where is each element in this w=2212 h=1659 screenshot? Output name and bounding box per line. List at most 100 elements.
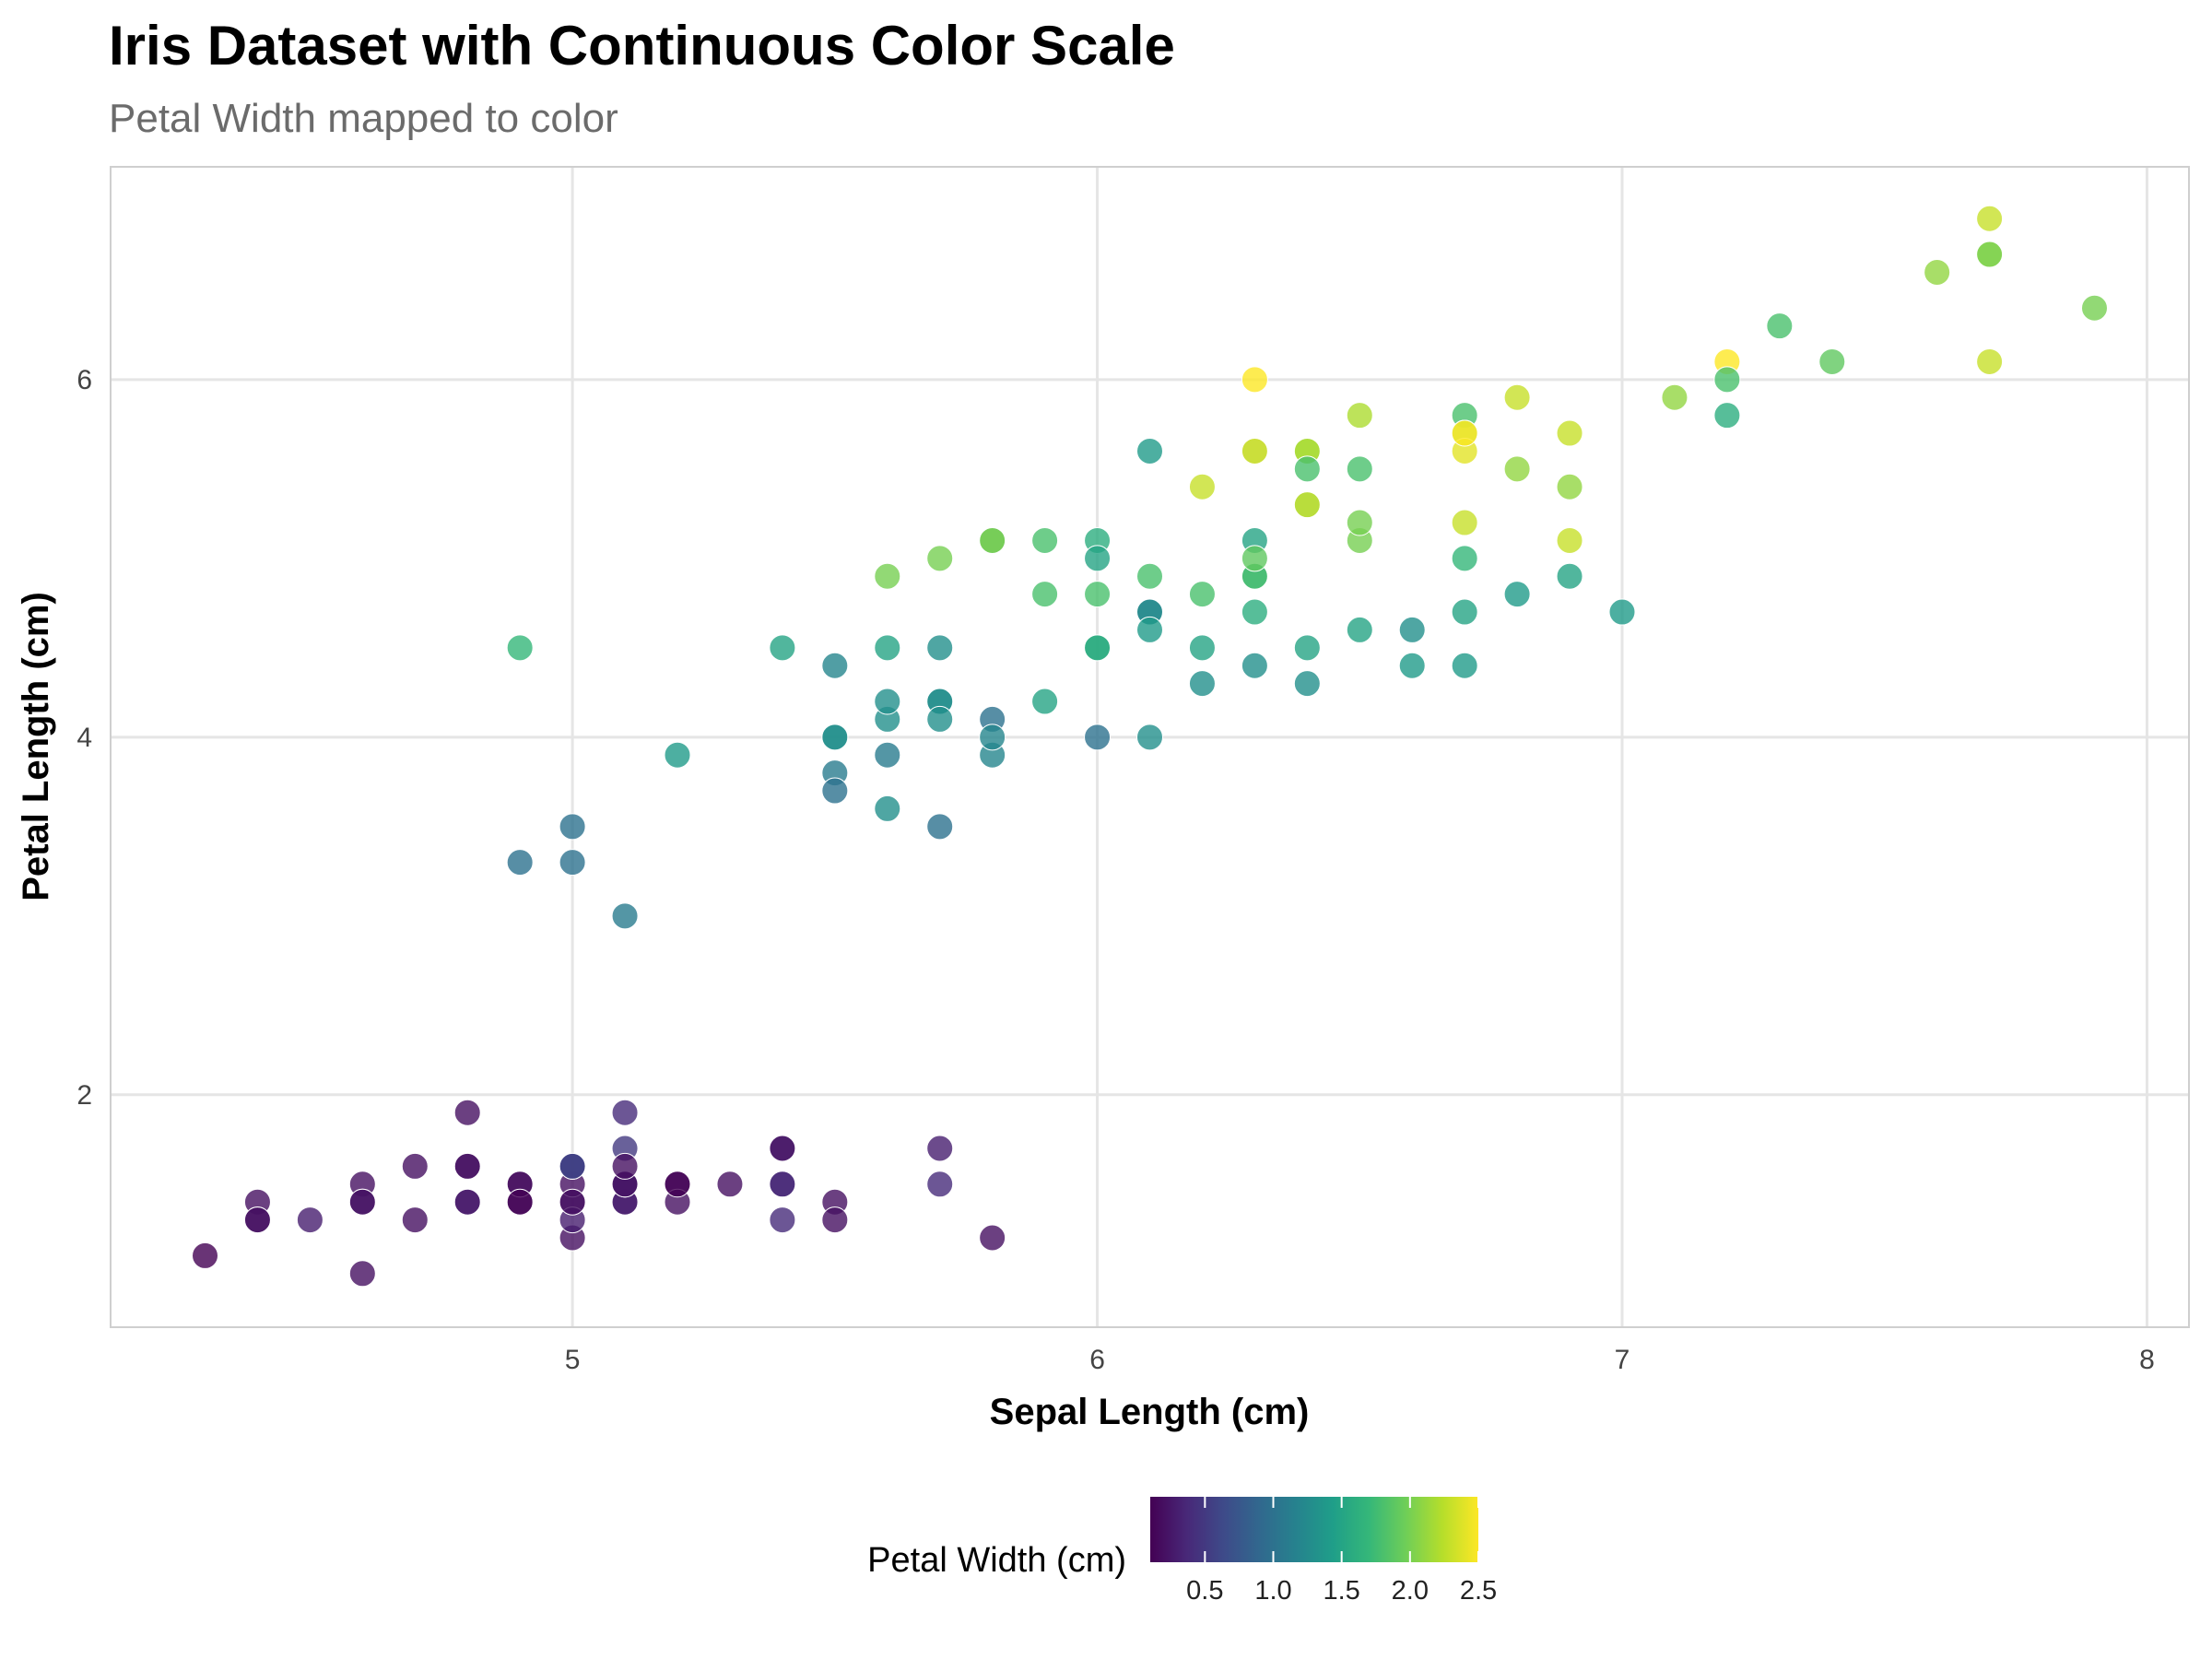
data-point <box>874 741 901 769</box>
data-point <box>348 1188 376 1216</box>
data-point <box>821 652 849 679</box>
data-point <box>1293 455 1321 483</box>
data-point <box>1084 634 1112 662</box>
data-point <box>243 1206 271 1234</box>
y-tick-label: 6 <box>76 365 92 395</box>
chart-title: Iris Dataset with Continuous Color Scale <box>109 15 1175 76</box>
data-point <box>1136 724 1163 751</box>
legend-tick-label: 1.5 <box>1324 1576 1360 1606</box>
data-point <box>1556 473 1583 500</box>
data-point <box>1766 312 1794 340</box>
data-point <box>926 705 954 733</box>
data-point <box>296 1206 324 1234</box>
data-point <box>1451 652 1478 679</box>
x-tick-label: 8 <box>2139 1345 2155 1375</box>
data-point <box>1031 526 1059 554</box>
data-point <box>506 1188 534 1216</box>
data-point <box>453 1188 481 1216</box>
data-point <box>716 1171 744 1198</box>
legend-ticks: 0.5 1.0 1.5 2.0 2.5 <box>1186 1497 1497 1606</box>
data-point <box>1241 366 1268 394</box>
data-point <box>1188 634 1216 662</box>
data-point <box>821 1206 849 1234</box>
data-point <box>769 634 796 662</box>
data-point <box>979 1224 1006 1252</box>
data-point <box>1976 241 2004 268</box>
data-point <box>1503 581 1531 608</box>
data-point <box>348 1260 376 1288</box>
data-point <box>926 1171 954 1198</box>
data-point <box>559 849 586 877</box>
data-point <box>2081 294 2108 322</box>
data-point <box>559 813 586 841</box>
data-point <box>926 1135 954 1162</box>
data-point <box>1451 509 1478 536</box>
data-point <box>664 741 691 769</box>
data-point <box>664 1171 691 1198</box>
data-point <box>1556 562 1583 590</box>
x-tick-label: 6 <box>1089 1345 1105 1375</box>
data-point <box>1818 347 1846 375</box>
x-axis-title: Sepal Length (cm) <box>990 1392 1310 1432</box>
data-point <box>1241 598 1268 626</box>
data-point <box>1084 545 1112 572</box>
data-point <box>1241 437 1268 465</box>
data-point <box>611 1099 639 1126</box>
data-point <box>874 794 901 822</box>
data-point <box>1924 258 1951 286</box>
data-point <box>611 1152 639 1180</box>
y-tick-label: 2 <box>76 1080 92 1111</box>
data-point <box>1503 455 1531 483</box>
data-point <box>1713 402 1741 429</box>
data-point <box>1713 366 1741 394</box>
plot-panel <box>110 166 2190 1328</box>
data-point <box>559 1152 586 1180</box>
data-point <box>1976 205 2004 232</box>
y-axis-ticks: 2 4 6 <box>76 365 92 1111</box>
x-axis-ticks: 5 6 7 8 <box>565 1345 2155 1375</box>
legend-tick-label: 0.5 <box>1186 1576 1223 1606</box>
data-point <box>769 1135 796 1162</box>
color-legend: Petal Width (cm) 0.5 1.0 1.5 2.0 2.5 <box>867 1497 1497 1606</box>
data-point <box>1503 383 1531 411</box>
data-point <box>1451 598 1478 626</box>
data-point <box>926 545 954 572</box>
data-point <box>1293 634 1321 662</box>
data-point <box>1241 652 1268 679</box>
data-point <box>821 777 849 805</box>
x-tick-label: 7 <box>1615 1345 1630 1375</box>
data-point <box>1188 581 1216 608</box>
data-point <box>1608 598 1636 626</box>
data-point <box>821 724 849 751</box>
data-point <box>1346 402 1373 429</box>
data-point <box>506 849 534 877</box>
data-point <box>1976 347 2004 375</box>
data-point <box>1188 670 1216 698</box>
data-point <box>1451 419 1478 447</box>
data-point <box>1398 616 1426 643</box>
data-point <box>453 1099 481 1126</box>
data-point <box>1398 652 1426 679</box>
data-point <box>979 724 1006 751</box>
y-axis-title: Petal Length (cm) <box>16 592 56 901</box>
data-point <box>1293 491 1321 519</box>
data-point <box>1136 616 1163 643</box>
data-point <box>559 1188 586 1216</box>
data-point <box>1346 455 1373 483</box>
data-point <box>1293 670 1321 698</box>
data-point <box>1031 581 1059 608</box>
data-point <box>1031 688 1059 715</box>
data-point <box>1241 545 1268 572</box>
legend-title: Petal Width (cm) <box>867 1541 1126 1580</box>
data-point <box>979 526 1006 554</box>
chart-subtitle: Petal Width mapped to color <box>109 96 618 141</box>
data-point <box>192 1241 218 1269</box>
data-point <box>1346 509 1373 536</box>
data-point <box>506 634 534 662</box>
data-point <box>1136 562 1163 590</box>
x-tick-label: 5 <box>565 1345 581 1375</box>
data-point <box>1084 724 1112 751</box>
data-point <box>1556 526 1583 554</box>
data-point <box>453 1152 481 1180</box>
